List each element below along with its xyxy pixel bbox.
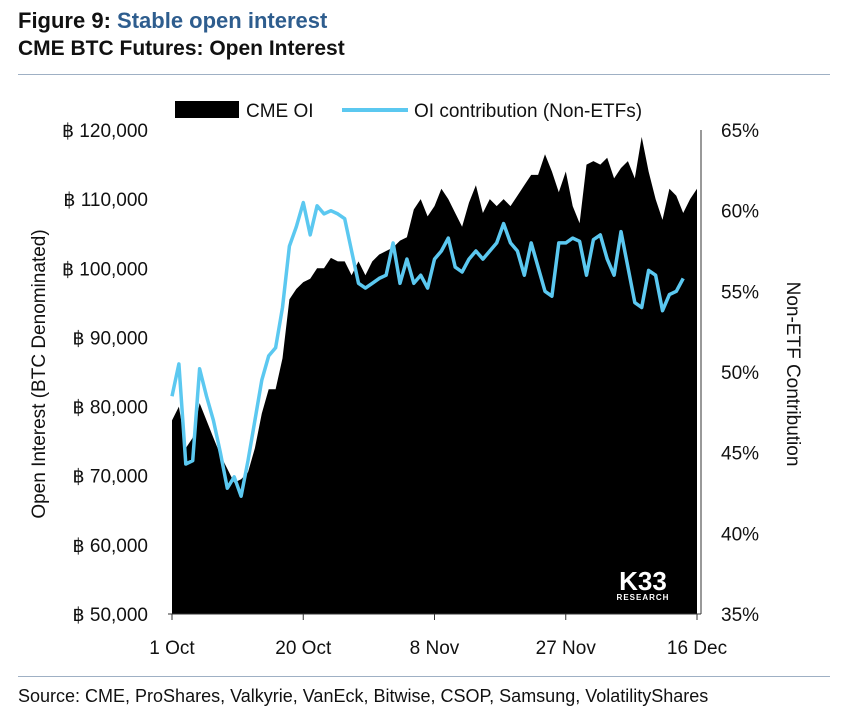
x-tick-label: 8 Nov bbox=[410, 638, 460, 659]
y2-tick-label: 55% bbox=[721, 282, 759, 303]
y2-axis-label: Non-ETF Contribution bbox=[782, 282, 803, 467]
y-tick-label: ฿ 110,000 bbox=[63, 190, 148, 211]
logo-subtext: RESEARCH bbox=[617, 593, 670, 602]
y2-tick-label: 65% bbox=[721, 121, 759, 142]
figure-title: Figure 9: Stable open interest bbox=[18, 8, 327, 34]
top-divider bbox=[18, 74, 830, 75]
y2-tick-label: 35% bbox=[721, 605, 759, 626]
x-tick-label: 1 Oct bbox=[149, 638, 195, 659]
y-tick-label: ฿ 70,000 bbox=[73, 467, 148, 488]
y-tick-label: ฿ 50,000 bbox=[73, 605, 148, 626]
legend-label-oi-contribution: OI contribution (Non-ETFs) bbox=[414, 101, 642, 122]
y-tick-label: ฿ 100,000 bbox=[62, 259, 148, 280]
x-tick-label: 16 Dec bbox=[667, 638, 727, 659]
x-tick-label: 20 Oct bbox=[275, 638, 332, 659]
y2-axis-ticks: 35% 40% 45% 50% 55% 60% 65% bbox=[721, 121, 759, 626]
figure-title-text: Stable open interest bbox=[117, 8, 328, 33]
y2-tick-label: 40% bbox=[721, 524, 759, 545]
cme-oi-area bbox=[172, 136, 697, 614]
y-tick-label: ฿ 80,000 bbox=[73, 398, 148, 419]
y2-tick-label: 45% bbox=[721, 444, 759, 465]
oi-contribution-line bbox=[170, 200, 685, 498]
x-axis-ticks: 1 Oct 20 Oct 8 Nov 27 Nov 16 Dec bbox=[149, 614, 727, 659]
y-tick-label: ฿ 90,000 bbox=[73, 328, 148, 349]
chart-subtitle: CME BTC Futures: Open Interest bbox=[18, 37, 345, 60]
source-note: Source: CME, ProShares, Valkyrie, VanEck… bbox=[18, 686, 709, 706]
figure-label: Figure 9: bbox=[18, 8, 111, 33]
legend-label-cme-oi: CME OI bbox=[246, 101, 314, 122]
legend: CME OI OI contribution (Non-ETFs) bbox=[175, 101, 642, 122]
y2-tick-label: 60% bbox=[721, 202, 759, 223]
k33-logo: K33 RESEARCH bbox=[617, 566, 670, 602]
y-tick-label: ฿ 120,000 bbox=[62, 121, 148, 142]
y-axis-ticks: ฿ 50,000 ฿ 60,000 ฿ 70,000 ฿ 80,000 ฿ 90,000… bbox=[62, 121, 148, 626]
chart: ฿ 50,000 ฿ 60,000 ฿ 70,000 ฿ 80,000 ฿ 90,000… bbox=[29, 101, 803, 659]
x-tick-label: 27 Nov bbox=[536, 638, 597, 659]
y-tick-label: ฿ 60,000 bbox=[73, 536, 148, 557]
y-axis-label: Open Interest (BTC Denominated) bbox=[29, 229, 50, 518]
bottom-divider bbox=[18, 676, 830, 677]
y2-tick-label: 50% bbox=[721, 363, 759, 384]
logo-text: K33 bbox=[619, 566, 667, 596]
legend-swatch-cme-oi bbox=[175, 101, 239, 118]
